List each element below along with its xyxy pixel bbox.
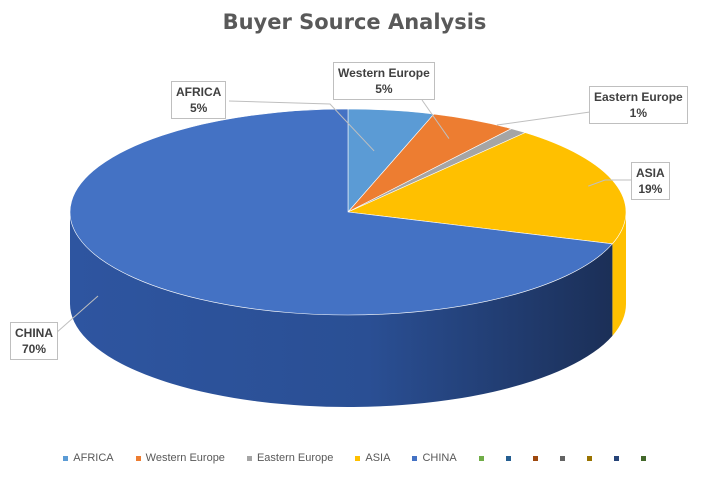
legend-item-unlabeled (586, 455, 592, 461)
data-label-percent: 1% (629, 106, 648, 120)
legend-item-unlabeled (640, 455, 646, 461)
data-label-western-europe: Western Europe 5% (333, 62, 435, 100)
pie-slice-china (69, 108, 613, 316)
data-label-africa: AFRICA 5% (171, 81, 227, 119)
legend-item-unlabeled (532, 455, 538, 461)
chart-title: Buyer Source Analysis (222, 10, 487, 34)
legend-item-unlabeled (559, 455, 565, 461)
legend-swatch (246, 455, 252, 461)
data-label-eastern-europe: Eastern Europe 1% (589, 86, 688, 124)
legend-swatch (532, 455, 538, 461)
data-label-category: Western Europe (338, 66, 430, 80)
data-label-china: CHINA 70% (10, 322, 58, 360)
pie-side-asia (612, 212, 626, 336)
legend-swatch (613, 455, 619, 461)
legend-swatch (63, 455, 69, 461)
legend-item-asia: ASIA (355, 452, 390, 464)
data-label-percent: 5% (375, 82, 393, 96)
legend-item-eastern-europe: Eastern Europe (246, 452, 334, 464)
legend-item-unlabeled (505, 455, 511, 461)
pie-side-china (70, 212, 613, 407)
pie-side-layer (70, 212, 626, 407)
data-label-percent: 70% (21, 342, 47, 356)
legend-label: Eastern Europe (256, 452, 334, 464)
data-label-category: AFRICA (176, 85, 222, 99)
data-label-asia: ASIA 19% (631, 162, 670, 200)
data-label-category: CHINA (15, 326, 53, 340)
legend-label: Western Europe (145, 452, 225, 464)
data-label-category: Eastern Europe (594, 90, 683, 104)
legend-item-unlabeled (478, 455, 484, 461)
leader-line-western-europe (421, 99, 450, 139)
legend-swatch (505, 455, 511, 461)
legend-label: ASIA (365, 452, 391, 464)
data-label-percent: 19% (638, 182, 663, 196)
legend-item-western-europe: Western Europe (135, 452, 225, 464)
pie-top-layer (69, 108, 627, 316)
leader-line-china (55, 295, 99, 334)
legend: AFRICA Western Europe Eastern Europe ASIA CH… (0, 452, 709, 464)
legend-swatch (586, 455, 592, 461)
legend-item-unlabeled (613, 455, 619, 461)
legend-label: CHINA (422, 452, 457, 464)
legend-label: AFRICA (73, 452, 114, 464)
legend-swatch (355, 455, 361, 461)
legend-swatch (412, 455, 418, 461)
legend-swatch (640, 455, 646, 461)
leader-line-asia (588, 179, 631, 187)
leader-line-eastern-europe (496, 111, 591, 126)
pie-slice-asia (346, 132, 627, 245)
legend-swatch (559, 455, 565, 461)
legend-swatch (135, 455, 141, 461)
legend-item-africa: AFRICA (63, 452, 114, 464)
data-label-percent: 5% (189, 101, 208, 115)
legend-swatch (478, 455, 484, 461)
pie-leader-lines (55, 99, 631, 334)
leader-line-africa (228, 100, 375, 152)
legend-item-china: CHINA (412, 452, 457, 464)
data-label-category: ASIA (636, 166, 665, 180)
